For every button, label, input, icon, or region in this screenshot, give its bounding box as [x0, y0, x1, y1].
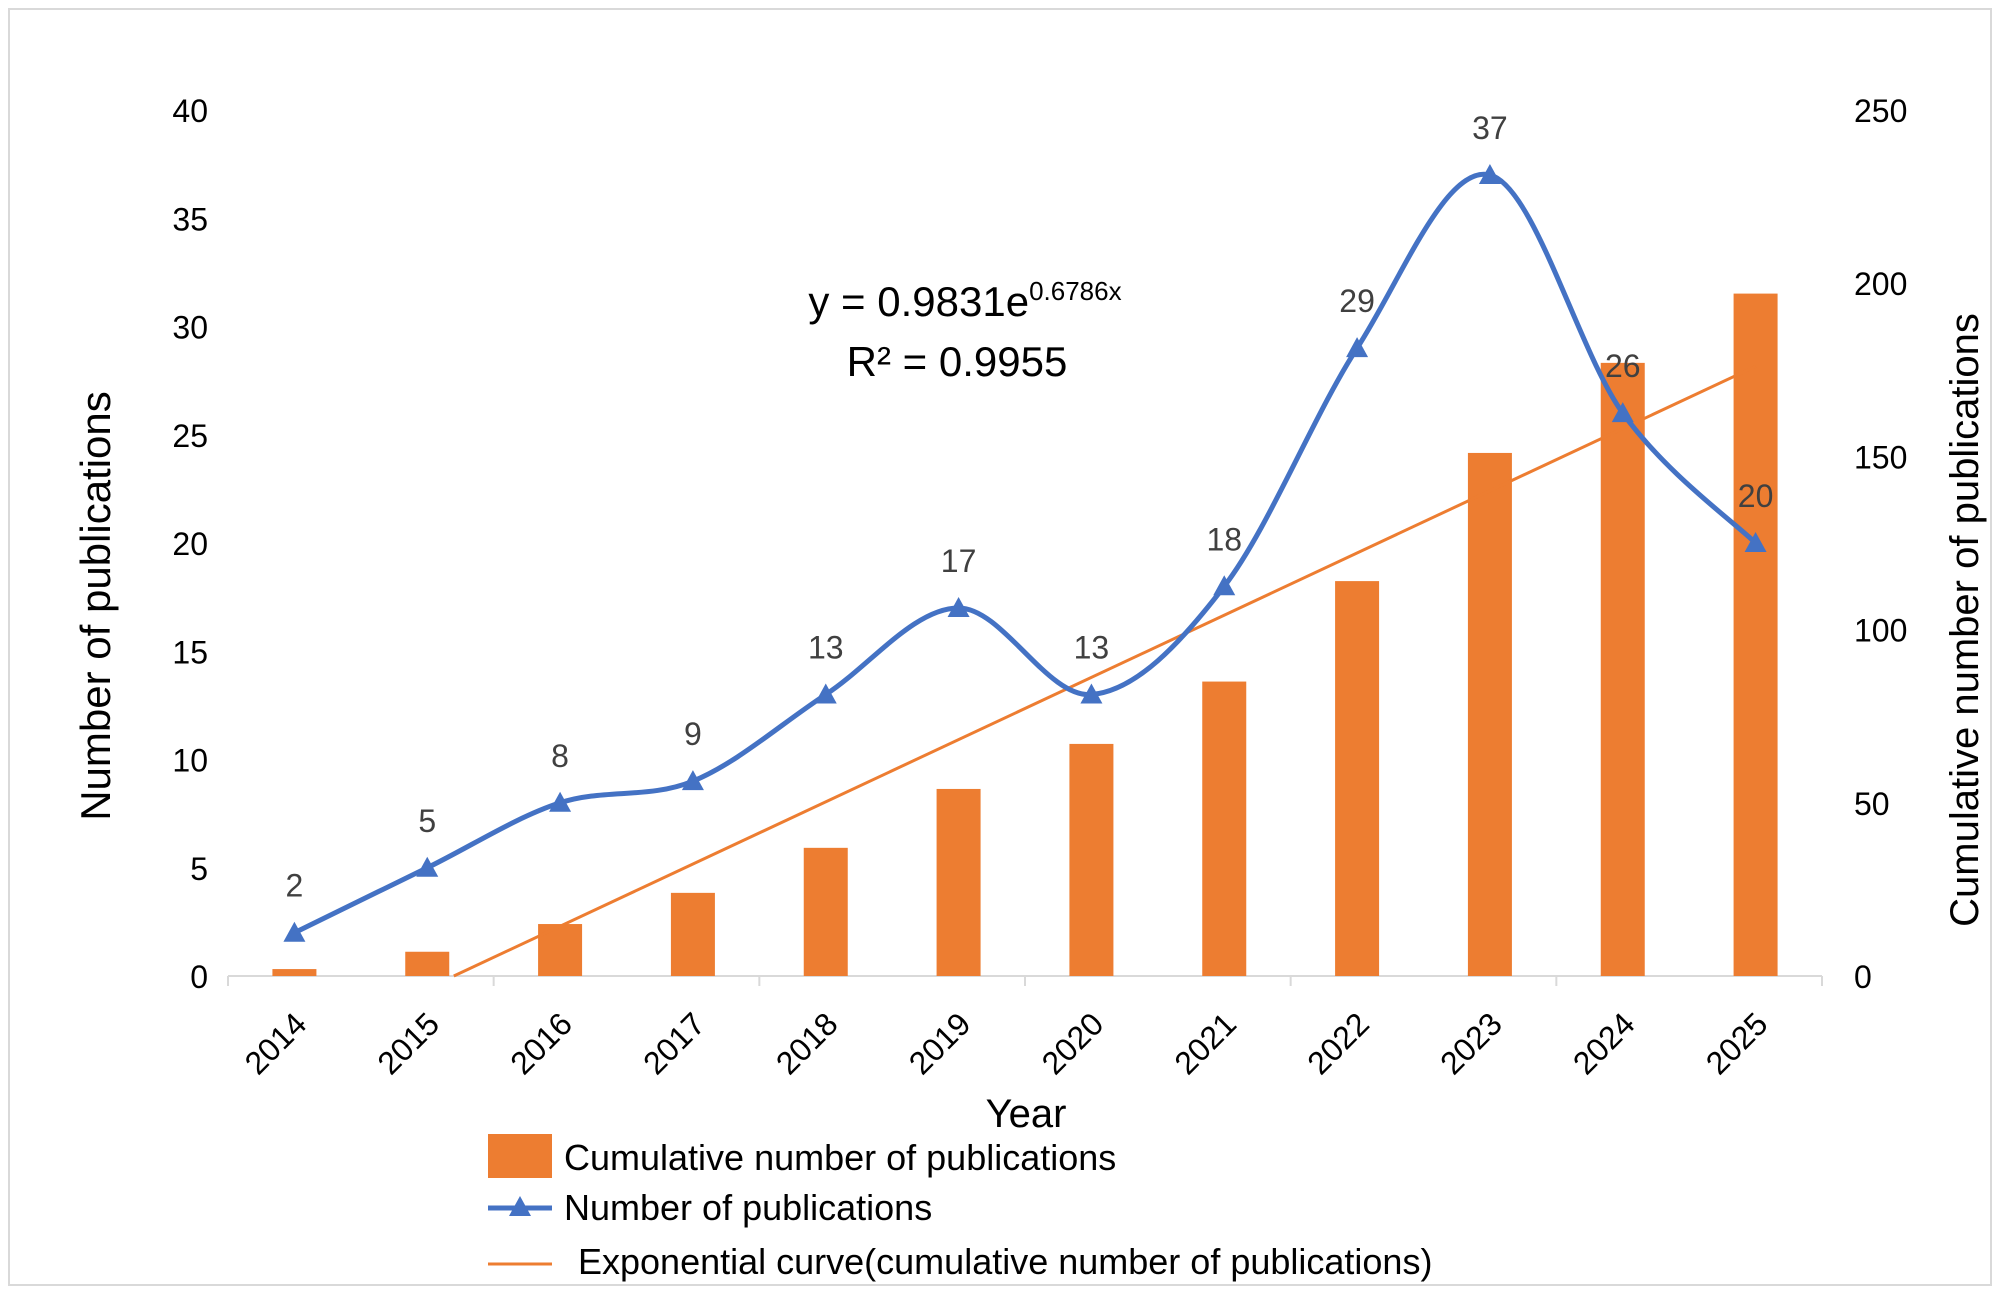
- bar: [1335, 581, 1380, 976]
- x-tick-label: 2019: [902, 1005, 978, 1081]
- x-axis-title: Year: [986, 1092, 1067, 1136]
- x-tick-label: 2023: [1433, 1005, 1509, 1081]
- x-tick-label: 2016: [503, 1005, 579, 1081]
- legend-triangle-marker: [509, 1196, 531, 1216]
- y-left-tick-label: 20: [172, 526, 208, 562]
- bar: [1733, 293, 1778, 976]
- x-tick-label: 2018: [769, 1005, 845, 1081]
- x-tick-label: 2021: [1167, 1005, 1243, 1081]
- data-label: 2: [286, 868, 304, 904]
- data-label: 13: [808, 630, 844, 666]
- y-right-tick-label: 150: [1854, 439, 1907, 475]
- line-marker: [947, 596, 970, 617]
- data-label: 5: [418, 803, 436, 839]
- y-right-tick-label: 0: [1854, 959, 1872, 995]
- legend-swatch-bars: [488, 1134, 552, 1178]
- y-right-tick-label: 100: [1854, 613, 1907, 649]
- x-tick-label: 2014: [238, 1005, 314, 1081]
- r-squared-text: R² = 0.9955: [847, 338, 1068, 385]
- line-group: [283, 163, 1767, 942]
- line-marker: [416, 856, 439, 877]
- y-left-tick-label: 15: [172, 634, 208, 670]
- legend: Cumulative number of publications Number…: [488, 1134, 1432, 1282]
- y-axis-right-title: Cumulative number of publications: [1943, 313, 1987, 927]
- data-label: 26: [1605, 348, 1641, 384]
- line-marker: [681, 770, 704, 791]
- chart-frame: 0 5 10 15 20 25 30 35 40 0 50 100 150 200 250 2014 2015 2…: [8, 8, 1992, 1286]
- y-left-tick-label: 10: [172, 743, 208, 779]
- data-label: 13: [1074, 630, 1110, 666]
- data-label: 17: [941, 543, 977, 579]
- trendline-group: [453, 364, 1757, 978]
- line-marker: [1213, 575, 1236, 596]
- line-marker: [1080, 683, 1103, 704]
- bar: [272, 969, 317, 976]
- bar: [1069, 743, 1114, 976]
- data-label: 8: [551, 738, 569, 774]
- x-tick-label: 2015: [370, 1005, 446, 1081]
- equation-text: y = 0.9831e0.6786x: [808, 276, 1121, 325]
- line-marker: [1744, 532, 1767, 552]
- bar: [405, 951, 450, 976]
- y-right-tick-label: 50: [1854, 786, 1890, 822]
- trendline: [453, 364, 1757, 978]
- x-tick-label: 2024: [1566, 1005, 1642, 1081]
- line-marker: [549, 791, 572, 812]
- y-right-tick-label: 250: [1854, 93, 1907, 129]
- y-left-tick-label: 5: [190, 851, 208, 887]
- y-left-tick-label: 25: [172, 418, 208, 454]
- data-label: 18: [1206, 521, 1242, 557]
- data-label: 29: [1339, 283, 1375, 319]
- bar: [1202, 681, 1247, 976]
- line-marker: [1346, 337, 1369, 358]
- equation-base: y = 0.9831e: [808, 278, 1029, 325]
- y-left-tick-label: 35: [172, 201, 208, 237]
- line-marker: [283, 921, 306, 942]
- legend-label-bars: Cumulative number of publications: [564, 1137, 1116, 1178]
- line-marker: [1478, 163, 1501, 184]
- y-left-tick-label: 40: [172, 93, 208, 129]
- bar: [1600, 362, 1645, 976]
- x-tick-label: 2022: [1300, 1005, 1376, 1081]
- bar: [803, 847, 848, 976]
- data-label: 20: [1738, 478, 1774, 514]
- x-tick-label: 2017: [636, 1005, 712, 1081]
- labels-group: 2 5 8 9 13 17 13 18 29 37 26 20: [286, 110, 1774, 904]
- line-marker: [1611, 402, 1634, 423]
- x-tick-label: 2020: [1035, 1005, 1111, 1081]
- y-left-tick-label: 30: [172, 310, 208, 346]
- y-right-tick-label: 200: [1854, 266, 1907, 302]
- bar: [1467, 452, 1512, 976]
- data-label: 9: [684, 716, 702, 752]
- line-marker: [814, 683, 837, 704]
- bar: [936, 788, 981, 976]
- bars-group: [272, 293, 1778, 976]
- y-left-tick-label: 0: [190, 959, 208, 995]
- y-axis-left-title: Number of publications: [72, 391, 119, 821]
- x-tick-label: 2025: [1699, 1005, 1775, 1081]
- legend-label-trend: Exponential curve(cumulative number of p…: [578, 1241, 1432, 1282]
- bar: [670, 892, 715, 976]
- equation-exponent: 0.6786x: [1029, 276, 1122, 306]
- legend-label-line: Number of publications: [564, 1187, 932, 1228]
- data-label: 37: [1472, 110, 1508, 146]
